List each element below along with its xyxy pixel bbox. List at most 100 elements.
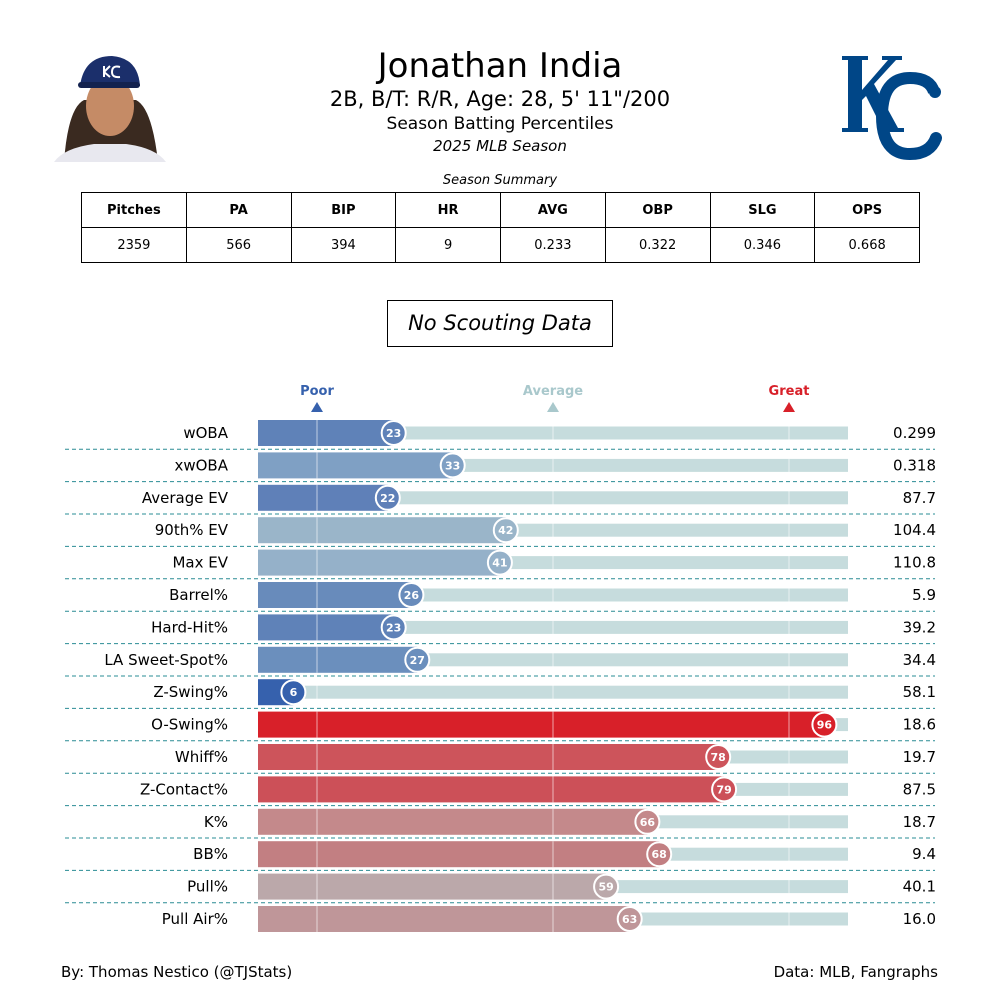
percentile-dot xyxy=(634,808,661,835)
season-summary-table: Pitches PA BIP HR AVG OBP SLG OPS 2359 566 394 9 0.… xyxy=(81,192,920,263)
summary-header: SLG xyxy=(709,192,816,228)
summary-title: Season Summary xyxy=(442,173,558,188)
marker-label-average: Average xyxy=(523,384,583,399)
metric-label: O-Swing% xyxy=(151,716,228,734)
summary-value: 0.233 xyxy=(500,227,606,263)
percentile-dot xyxy=(374,484,401,511)
metric-value: 39.2 xyxy=(903,618,936,636)
summary-value: 0.322 xyxy=(604,227,711,263)
percentile-bar xyxy=(258,711,825,738)
percentile-bar xyxy=(258,582,412,608)
metric-label: K% xyxy=(204,813,228,831)
percentile-bar xyxy=(258,906,630,932)
percentile-dot xyxy=(811,711,838,738)
percentile-label: 96 xyxy=(817,719,833,732)
percentile-dot xyxy=(404,646,431,673)
percentile-dot xyxy=(398,582,425,608)
percentile-label: 66 xyxy=(640,816,656,829)
percentile-dot xyxy=(486,549,513,576)
summary-value: 566 xyxy=(185,227,292,263)
percentile-dot xyxy=(705,744,732,770)
summary-value: 0.668 xyxy=(814,227,920,263)
percentile-label: 78 xyxy=(711,751,726,764)
marker-triangle-icon xyxy=(547,402,559,412)
summary-header: BIP xyxy=(290,192,397,228)
percentile-label: 23 xyxy=(386,427,401,440)
metric-value: 9.4 xyxy=(912,845,936,863)
metric-value: 87.7 xyxy=(903,489,936,507)
summary-value: 2359 xyxy=(81,227,187,263)
percentile-label: 22 xyxy=(380,492,395,505)
metric-value: 19.7 xyxy=(903,748,936,766)
percentile-dot xyxy=(439,452,466,479)
percentile-bar xyxy=(258,614,394,641)
metric-value: 58.1 xyxy=(903,683,936,701)
metric-value: 40.1 xyxy=(903,878,936,896)
summary-header: AVG xyxy=(500,192,606,228)
percentile-label: 42 xyxy=(498,524,513,537)
marker-triangle-icon xyxy=(783,402,795,412)
metric-label: 90th% EV xyxy=(155,521,229,539)
metric-value: 104.4 xyxy=(893,521,936,539)
summary-header: PA xyxy=(185,192,292,228)
summary-value: 394 xyxy=(290,227,397,263)
metric-value: 0.318 xyxy=(893,456,936,474)
percentile-bar xyxy=(258,549,500,576)
metric-label: Z-Swing% xyxy=(153,683,228,701)
percentile-label: 41 xyxy=(492,557,507,570)
metric-value: 5.9 xyxy=(912,586,936,604)
metric-label: LA Sweet-Spot% xyxy=(104,651,228,669)
season-label: 2025 MLB Season xyxy=(433,137,567,155)
footer-source: Data: MLB, Fangraphs xyxy=(773,963,938,981)
percentile-label: 26 xyxy=(404,589,420,602)
player-bio: 2B, B/T: R/R, Age: 28, 5' 11"/200 xyxy=(329,87,671,111)
percentile-label: 6 xyxy=(290,686,298,699)
summary-value: 9 xyxy=(395,227,501,263)
summary-value: 0.346 xyxy=(709,227,816,263)
metric-label: Max EV xyxy=(172,554,228,572)
metric-label: wOBA xyxy=(183,424,228,442)
metric-label: Whiff% xyxy=(175,748,228,766)
footer-credit: By: Thomas Nestico (@TJStats) xyxy=(61,963,293,981)
percentile-bar xyxy=(258,646,418,673)
percentile-label: 23 xyxy=(386,621,401,634)
metric-label: BB% xyxy=(193,845,228,863)
percentile-dot xyxy=(380,614,407,641)
percentile-dot xyxy=(711,776,738,803)
percentile-label: 79 xyxy=(716,783,731,796)
percentile-label: 27 xyxy=(410,654,425,667)
percentile-dot xyxy=(280,679,307,706)
percentile-dot xyxy=(593,873,620,900)
metric-label: Barrel% xyxy=(169,586,228,604)
metric-label: xwOBA xyxy=(174,456,228,474)
marker-label-poor: Poor xyxy=(300,384,334,399)
player-name: Jonathan India xyxy=(377,46,623,86)
metric-value: 18.7 xyxy=(903,813,936,831)
player-headshot xyxy=(54,48,166,162)
metric-label: Pull Air% xyxy=(162,910,228,928)
percentile-bar xyxy=(258,484,388,511)
percentile-bar xyxy=(258,873,607,900)
percentile-bar xyxy=(258,776,725,803)
metric-value: 34.4 xyxy=(903,651,936,669)
metric-value: 110.8 xyxy=(893,554,936,572)
percentile-dot xyxy=(646,841,673,868)
percentile-bar xyxy=(258,841,660,868)
metric-value: 18.6 xyxy=(903,716,936,734)
metric-label: Z-Contact% xyxy=(140,780,228,798)
percentile-label: 68 xyxy=(652,848,667,861)
scouting-box: No Scouting Data xyxy=(387,300,613,347)
metric-value: 16.0 xyxy=(903,910,936,928)
metric-label: Average EV xyxy=(142,489,229,507)
metric-label: Pull% xyxy=(187,878,228,896)
percentile-label: 59 xyxy=(598,881,613,894)
team-logo xyxy=(842,56,942,160)
percentile-label: 33 xyxy=(445,459,460,472)
percentile-dot xyxy=(616,906,643,932)
metric-value: 0.299 xyxy=(893,424,936,442)
percentile-dot xyxy=(492,517,519,544)
metric-label: Hard-Hit% xyxy=(151,618,228,636)
percentile-label: 63 xyxy=(622,913,637,926)
